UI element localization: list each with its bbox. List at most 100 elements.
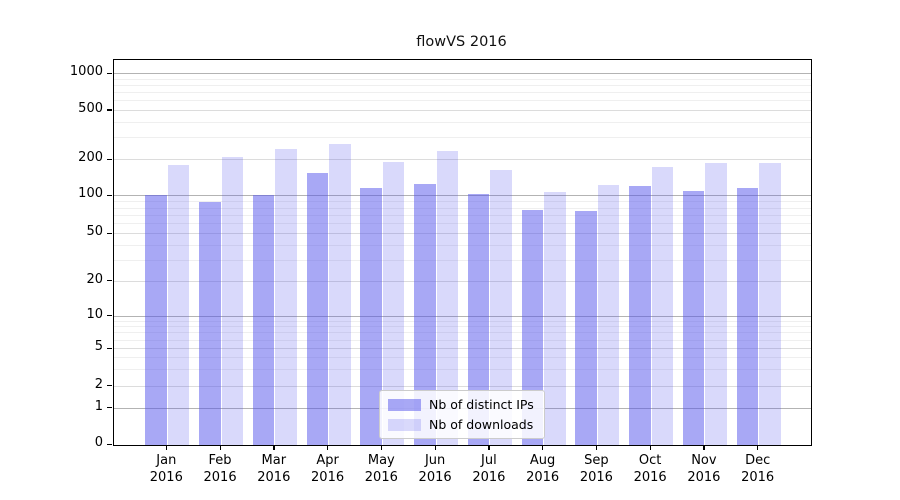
bar-downloads-jan	[167, 165, 190, 445]
minor-gridline	[114, 207, 811, 209]
x-tick-label-year: 2016	[149, 470, 183, 485]
x-tick-label-year: 2016	[203, 470, 237, 485]
x-tick-mark	[219, 445, 221, 450]
legend-swatch-distinct-ips	[388, 398, 421, 411]
bar-downloads-dec	[759, 163, 781, 445]
bar-distinct-ips-feb	[199, 201, 221, 445]
y-tick-label: 5	[94, 339, 103, 355]
x-tick-label-month: May	[367, 453, 395, 468]
x-tick-mark	[542, 445, 544, 450]
minor-gridline	[114, 91, 811, 93]
y-tick-mark	[107, 443, 112, 445]
bar-downloads-nov	[705, 162, 727, 445]
bar-downloads-may	[382, 162, 405, 445]
y-tick-label: 20	[86, 271, 103, 287]
bar-distinct-ips-sep	[575, 211, 597, 445]
y-tick-mark	[107, 315, 112, 317]
major-gridline	[114, 280, 811, 282]
x-tick-label-year: 2016	[741, 470, 775, 485]
x-tick-label: Dec 2016	[726, 452, 790, 486]
minor-gridline	[114, 78, 811, 80]
x-tick-mark	[488, 445, 490, 450]
x-tick-label-year: 2016	[633, 470, 667, 485]
bar-distinct-ips-mar	[252, 194, 275, 445]
x-tick-label-year: 2016	[311, 470, 345, 485]
y-tick-label: 10	[86, 306, 103, 322]
x-tick-label-month: Jan	[156, 453, 177, 468]
major-gridline	[114, 233, 811, 235]
y-tick-mark	[107, 72, 112, 74]
x-tick-label-year: 2016	[579, 470, 613, 485]
minor-gridline	[114, 259, 811, 261]
bar-distinct-ips-dec	[736, 187, 759, 445]
bar-downloads-sep	[597, 185, 620, 445]
chart-title: flowVS 2016	[416, 34, 507, 50]
y-tick-label: 2	[94, 376, 103, 392]
x-tick-label-month: Sep	[584, 453, 609, 468]
y-tick-mark	[107, 109, 112, 111]
x-tick-mark	[649, 445, 651, 450]
x-tick-mark	[380, 445, 383, 450]
x-tick-label-month: Aug	[529, 453, 556, 468]
bar-distinct-ips-jun	[414, 183, 436, 445]
legend-label: Nb of distinct IPs	[429, 397, 534, 412]
y-tick-mark	[107, 158, 112, 160]
minor-gridline	[114, 84, 811, 86]
y-tick-label: 0	[94, 435, 103, 450]
bar-downloads-jul	[490, 170, 512, 445]
minor-gridline	[114, 223, 811, 225]
y-tick-mark	[107, 347, 112, 349]
x-tick-label-month: Nov	[691, 453, 717, 468]
legend: Nb of distinct IPs Nb of downloads	[379, 390, 545, 439]
x-tick-label-month: Dec	[745, 453, 771, 468]
minor-gridline	[114, 214, 811, 216]
minor-gridline	[114, 121, 811, 123]
x-tick-mark	[165, 445, 168, 450]
minor-gridline	[114, 244, 811, 246]
x-tick-label: Jan 2016	[134, 452, 198, 486]
x-tick-label: Oct 2016	[618, 452, 682, 486]
x-tick-label: Jul 2016	[457, 452, 521, 486]
x-tick-label-year: 2016	[526, 470, 560, 485]
major-gridline	[114, 348, 811, 350]
x-tick-mark	[595, 445, 598, 450]
minor-gridline	[114, 339, 811, 341]
bar-downloads-oct	[651, 166, 674, 445]
minor-gridline	[114, 320, 811, 322]
x-tick-label-month: Apr	[316, 453, 339, 468]
major-gridline	[114, 159, 811, 161]
bar-distinct-ips-aug	[521, 209, 544, 445]
x-tick-mark	[327, 445, 329, 450]
x-tick-label: Aug 2016	[511, 452, 575, 486]
y-tick-mark	[107, 385, 112, 387]
y-tick-label: 50	[86, 224, 103, 240]
minor-gridline	[114, 137, 811, 139]
x-tick-label-month: Feb	[208, 453, 232, 468]
minor-gridline	[114, 357, 811, 359]
x-tick-mark	[273, 445, 275, 450]
major-gridline	[114, 73, 811, 75]
bar-downloads-aug	[544, 192, 566, 445]
bar-downloads-feb	[221, 156, 244, 445]
major-gridline	[114, 195, 811, 197]
legend-label: Nb of downloads	[429, 417, 534, 432]
x-tick-label: Sep 2016	[564, 452, 628, 486]
major-gridline	[114, 109, 811, 111]
minor-gridline	[114, 201, 811, 203]
minor-gridline	[114, 332, 811, 334]
bar-downloads-mar	[275, 148, 297, 445]
x-tick-label: Jun 2016	[403, 452, 467, 486]
x-tick-label-month: Mar	[261, 453, 287, 468]
x-tick-label: Apr 2016	[296, 452, 360, 486]
x-tick-label-year: 2016	[257, 470, 291, 485]
x-tick-label-month: Jun	[424, 453, 446, 468]
y-tick-label: 1	[94, 398, 103, 414]
bar-distinct-ips-oct	[629, 186, 651, 445]
bar-distinct-ips-apr	[306, 173, 329, 445]
legend-swatch-downloads	[388, 418, 421, 431]
bar-downloads-jun	[436, 151, 459, 445]
minor-gridline	[114, 369, 811, 371]
bar-downloads-apr	[329, 143, 351, 445]
y-tick-mark	[107, 407, 112, 409]
